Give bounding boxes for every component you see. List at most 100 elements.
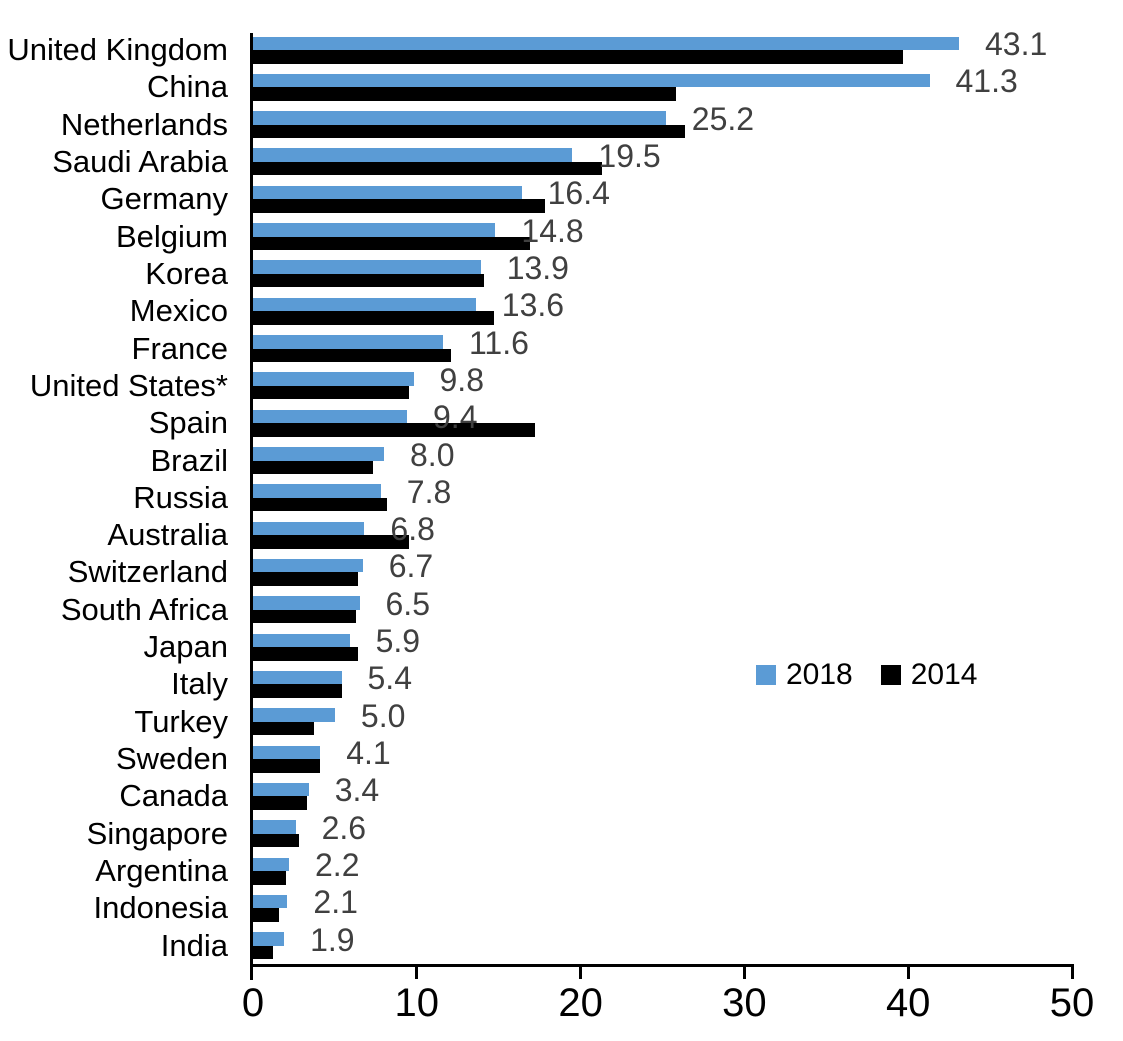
category-label: United Kingdom [7, 32, 228, 67]
bar-2014 [253, 124, 686, 139]
category-label: Brazil [150, 442, 228, 478]
data-label: 1.9 [310, 921, 355, 958]
data-label: 2.1 [313, 884, 358, 921]
bar-2018 [253, 596, 360, 610]
bar-2014 [253, 871, 286, 885]
data-label: 5.4 [367, 660, 412, 697]
bar-2018 [253, 484, 381, 498]
legend-item-2018: 2018 [756, 658, 853, 691]
category-label: Belgium [116, 218, 228, 254]
bar-2014 [253, 385, 409, 400]
data-label: 7.8 [406, 473, 452, 510]
x-axis-tick [415, 964, 419, 979]
data-label: 3.4 [334, 772, 380, 809]
category-label: Italy [171, 666, 228, 702]
legend-swatch-2014-icon [880, 665, 901, 685]
bar-2018 [253, 297, 476, 312]
category-label: Turkey [134, 703, 228, 739]
data-label: 13.9 [506, 249, 569, 286]
data-label: 9.8 [439, 361, 484, 398]
data-label: 11.6 [469, 324, 529, 361]
x-axis-tick-label: 10 [394, 981, 440, 1025]
bar-2018 [253, 932, 285, 946]
bar-2018 [253, 260, 481, 274]
category-label: United States* [29, 367, 228, 403]
category-label: Argentina [95, 853, 228, 889]
bar-2014 [253, 273, 484, 288]
category-label: Singapore [86, 815, 228, 851]
data-label: 9.4 [433, 399, 478, 436]
legend-label-2018: 2018 [786, 658, 853, 691]
x-axis-tick-label: 40 [885, 981, 931, 1025]
legend-item-2014: 2014 [880, 658, 978, 691]
bar-2018 [253, 521, 365, 536]
legend-label-2014: 2014 [910, 658, 978, 691]
bar-2018 [253, 894, 288, 909]
data-label: 2.2 [315, 847, 360, 884]
category-label: Korea [145, 255, 228, 291]
x-axis-tick-label: 0 [241, 981, 265, 1025]
bar-2014 [253, 572, 358, 586]
bar-2018 [253, 409, 407, 424]
bar-2014 [253, 236, 530, 251]
data-label: 13.6 [501, 287, 565, 324]
data-label: 25.2 [691, 100, 755, 137]
data-label: 2.6 [321, 809, 367, 846]
bar-2014 [253, 908, 280, 922]
category-label: Australia [107, 517, 228, 553]
category-label: Germany [100, 181, 228, 217]
bar-2014 [253, 945, 273, 960]
data-label: 41.3 [955, 63, 1018, 100]
category-label: Japan [143, 629, 228, 665]
data-label: 6.8 [390, 511, 435, 548]
data-label: 14.8 [521, 212, 584, 249]
bar-2014 [253, 833, 299, 848]
bar-2014 [253, 50, 904, 64]
bar-2014 [253, 647, 358, 661]
bar-2014 [253, 348, 452, 363]
x-axis-tick [1070, 964, 1074, 979]
bar-2014 [253, 721, 314, 736]
bar-2018 [253, 148, 573, 162]
data-label: 16.4 [547, 175, 610, 212]
category-label: India [160, 927, 228, 963]
bar-2018 [253, 185, 522, 200]
category-label: Spain [148, 405, 228, 441]
bar-2014 [253, 535, 409, 549]
bar-2014 [253, 759, 321, 773]
data-label: 6.7 [388, 548, 434, 585]
bar-2018 [253, 633, 350, 648]
bar-2018 [253, 745, 321, 760]
bar-2014 [253, 87, 676, 101]
data-label: 19.5 [598, 137, 661, 174]
bar-2014 [253, 497, 388, 512]
category-label: Sweden [115, 741, 228, 777]
bar-2018 [253, 670, 342, 685]
bar-2018 [253, 782, 309, 797]
y-axis-line [250, 33, 253, 980]
data-label: 6.5 [385, 585, 430, 622]
bar-2014 [253, 161, 602, 176]
x-axis-tick-label: 50 [1049, 981, 1095, 1025]
legend-swatch-2018-icon [756, 665, 776, 685]
category-label: Mexico [129, 293, 228, 329]
bar-2014 [253, 609, 357, 624]
data-label: 4.1 [346, 735, 391, 772]
data-label: 8.0 [410, 436, 455, 473]
bar-2014 [253, 199, 545, 213]
data-label: 5.0 [360, 697, 406, 734]
legend: 2018 2014 [756, 658, 978, 691]
bar-2018 [253, 73, 930, 88]
category-label: Russia [133, 479, 228, 515]
bar-2018 [253, 708, 335, 722]
bar-2018 [253, 447, 384, 461]
category-label: France [131, 330, 228, 366]
bar-2018 [253, 857, 289, 872]
x-axis-tick [906, 964, 910, 979]
data-label: 5.9 [375, 623, 421, 660]
category-label: Switzerland [67, 554, 228, 590]
category-label: Canada [119, 778, 228, 814]
bar-2018 [253, 223, 496, 237]
bar-2018 [253, 820, 296, 834]
